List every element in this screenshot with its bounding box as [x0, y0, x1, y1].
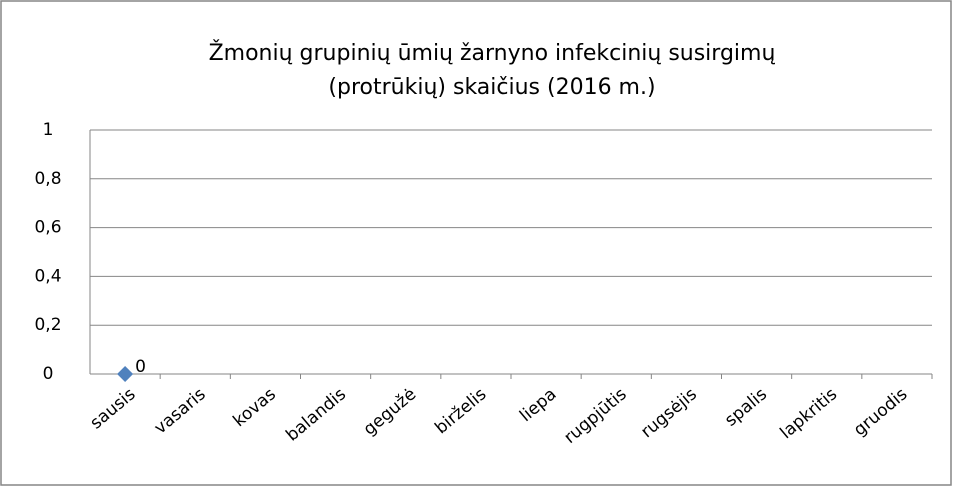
y-tick-label: 0,2: [34, 315, 61, 335]
chart-title: Žmonių grupinių ūmių žarnyno infekcinių …: [209, 40, 776, 66]
y-tick-label: 0,6: [34, 218, 61, 238]
y-tick-label: 0,4: [34, 266, 61, 286]
y-tick-label: 1: [43, 120, 54, 140]
point-marker: [117, 366, 134, 382]
y-tick-label: 0,8: [34, 169, 61, 189]
data-label: 0: [135, 357, 146, 377]
chart-title: (protrūkių) skaičius (2016 m.): [328, 75, 655, 100]
y-tick-label: 0: [43, 364, 54, 384]
